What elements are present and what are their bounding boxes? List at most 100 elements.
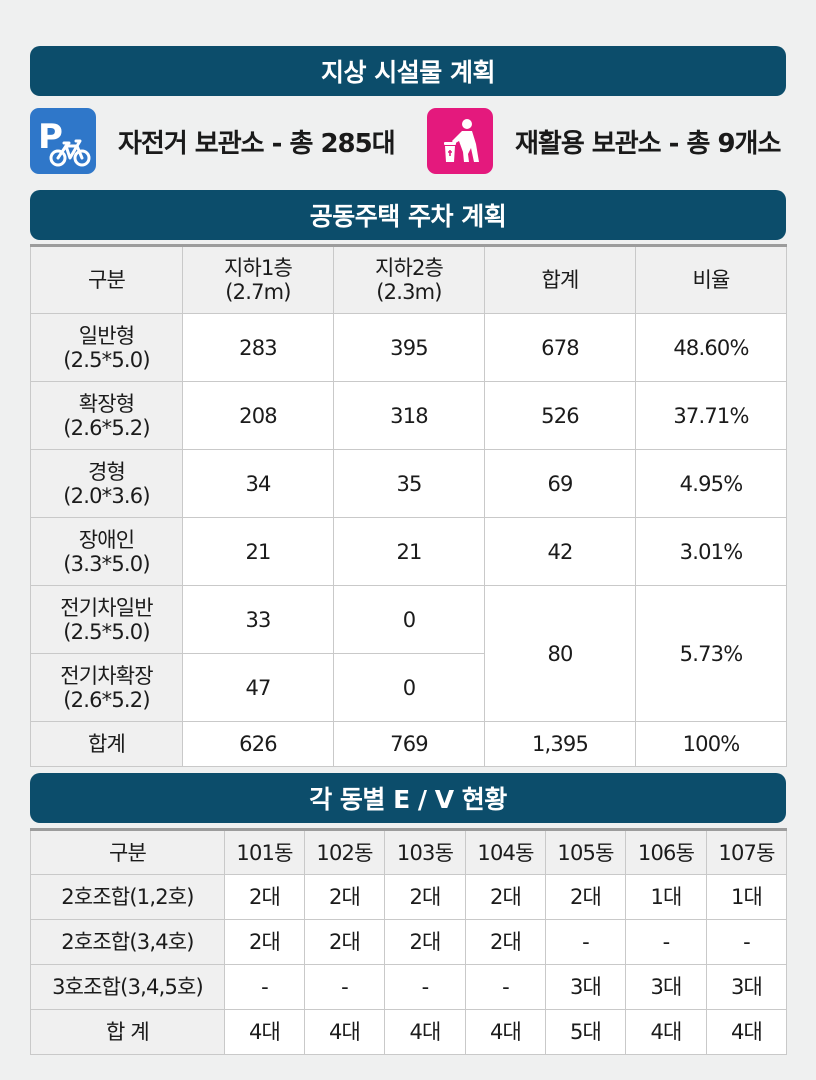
row-label: 합계	[30, 721, 183, 767]
cell-b1: 34	[182, 449, 334, 518]
elevator-status-title: 각 동별 E / V 현황	[30, 773, 786, 823]
row-label: 3호조합(3,4,5호)	[30, 964, 225, 1010]
cell-ratio: 4.95%	[635, 449, 787, 518]
elevator-status-title-text: 각 동별 E / V 현황	[309, 785, 507, 814]
cell-ratio: 3.01%	[635, 517, 787, 586]
table-row: 전기차확장 (2.6*5.2) 47 0	[30, 653, 787, 722]
header-building: 105동	[545, 829, 626, 875]
table-row: 경형 (2.0*3.6) 34 35 69 4.95%	[30, 449, 787, 518]
table-cell: 4대	[465, 1009, 546, 1055]
cell-total: 1,395	[484, 721, 636, 767]
cell-b2: 395	[333, 313, 485, 382]
table-header-row: 구분 101동 102동 103동 104동 105동 106동 107동	[30, 829, 787, 875]
table-cell: 5대	[545, 1009, 626, 1055]
table-row: 2호조합(1,2호) 2대 2대 2대 2대 2대 1대 1대	[30, 874, 787, 920]
header-building: 102동	[304, 829, 385, 875]
header-category: 구분	[30, 245, 183, 314]
table-cell: 3대	[545, 964, 626, 1010]
header-ratio: 비율	[635, 245, 787, 314]
header-building: 103동	[384, 829, 466, 875]
row-label: 장애인 (3.3*5.0)	[30, 517, 183, 586]
table-cell: -	[465, 964, 546, 1010]
parking-plan-title: 공동주택 주차 계획	[30, 190, 786, 240]
cell-b1: 208	[182, 381, 334, 450]
header-category: 구분	[30, 829, 225, 875]
parking-plan-title-text: 공동주택 주차 계획	[309, 202, 507, 231]
row-label: 전기차일반 (2.5*5.0)	[30, 585, 183, 654]
cell-ratio: 37.71%	[635, 381, 787, 450]
table-cell: 2대	[304, 919, 385, 965]
cell-b2: 0	[333, 653, 485, 722]
table-cell: 2대	[224, 919, 305, 965]
cell-ev-total: 80	[484, 585, 636, 722]
cell-total: 42	[484, 517, 636, 586]
recycling-storage: 재활용 보관소 - 총 9개소	[427, 108, 781, 174]
table-row: 전기차일반 (2.5*5.0) 33 0 80 5.73%	[30, 585, 787, 722]
cell-b2: 21	[333, 517, 485, 586]
table-row: 2호조합(3,4호) 2대 2대 2대 2대 - - -	[30, 919, 787, 965]
ground-facilities-title: 지상 시설물 계획	[30, 46, 786, 96]
table-cell: -	[304, 964, 385, 1010]
bicycle-storage-label: 자전거 보관소 - 총 285대	[118, 128, 396, 159]
table-cell: 4대	[706, 1009, 787, 1055]
table-row: 3호조합(3,4,5호) - - - - 3대 3대 3대	[30, 964, 787, 1010]
parking-plan-table: 구분 지하1층 (2.7m) 지하2층 (2.3m) 합계 비율 일반형 (2.…	[30, 244, 787, 767]
recycling-storage-label: 재활용 보관소 - 총 9개소	[515, 128, 781, 159]
table-cell: 2대	[224, 874, 305, 920]
header-building: 106동	[625, 829, 707, 875]
header-building: 107동	[706, 829, 787, 875]
table-total-row: 합 계 4대 4대 4대 4대 5대 4대 4대	[30, 1009, 787, 1055]
table-header-row: 구분 지하1층 (2.7m) 지하2층 (2.3m) 합계 비율	[30, 245, 787, 314]
cell-b2: 769	[333, 721, 485, 767]
header-b2: 지하2층 (2.3m)	[333, 245, 485, 314]
cell-b2: 0	[333, 585, 485, 654]
row-label: 전기차확장 (2.6*5.2)	[30, 653, 183, 722]
cell-ev-ratio: 5.73%	[635, 585, 787, 722]
cell-b1: 21	[182, 517, 334, 586]
cell-b2: 35	[333, 449, 485, 518]
table-cell: 3대	[625, 964, 707, 1010]
cell-b1: 626	[182, 721, 334, 767]
row-label: 2호조합(3,4호)	[30, 919, 225, 965]
header-b1: 지하1층 (2.7m)	[182, 245, 334, 314]
table-cell: -	[224, 964, 305, 1010]
table-cell: 4대	[384, 1009, 466, 1055]
table-cell: 2대	[465, 919, 546, 965]
table-row: 확장형 (2.6*5.2) 208 318 526 37.71%	[30, 381, 787, 450]
cell-b1: 33	[182, 585, 334, 654]
elevator-status-table: 구분 101동 102동 103동 104동 105동 106동 107동 2호…	[30, 828, 787, 1055]
cell-b2: 318	[333, 381, 485, 450]
ground-facilities-title-text: 지상 시설물 계획	[321, 58, 495, 87]
table-cell: 2대	[545, 874, 626, 920]
row-label: 일반형 (2.5*5.0)	[30, 313, 183, 382]
row-label: 확장형 (2.6*5.2)	[30, 381, 183, 450]
row-label: 2호조합(1,2호)	[30, 874, 225, 920]
table-cell: -	[625, 919, 707, 965]
cell-ratio: 48.60%	[635, 313, 787, 382]
cell-total: 678	[484, 313, 636, 382]
bicycle-parking-icon: P	[30, 108, 96, 174]
bicycle-storage: P 자전거 보관소 - 총 285대	[30, 108, 396, 174]
table-cell: 4대	[304, 1009, 385, 1055]
row-label: 합 계	[30, 1009, 225, 1055]
table-cell: 1대	[706, 874, 787, 920]
table-cell: -	[706, 919, 787, 965]
table-cell: 1대	[625, 874, 707, 920]
header-building: 104동	[465, 829, 546, 875]
cell-b1: 283	[182, 313, 334, 382]
cell-ratio: 100%	[635, 721, 787, 767]
table-cell: 2대	[384, 919, 466, 965]
table-cell: 4대	[224, 1009, 305, 1055]
table-cell: 2대	[304, 874, 385, 920]
cell-b1: 47	[182, 653, 334, 722]
header-total: 합계	[484, 245, 636, 314]
table-cell: 4대	[625, 1009, 707, 1055]
table-total-row: 합계 626 769 1,395 100%	[30, 721, 787, 767]
recycling-person-icon	[427, 108, 493, 174]
header-building: 101동	[224, 829, 305, 875]
table-cell: 2대	[465, 874, 546, 920]
table-row: 일반형 (2.5*5.0) 283 395 678 48.60%	[30, 313, 787, 382]
table-cell: 2대	[384, 874, 466, 920]
cell-total: 69	[484, 449, 636, 518]
table-row: 장애인 (3.3*5.0) 21 21 42 3.01%	[30, 517, 787, 586]
